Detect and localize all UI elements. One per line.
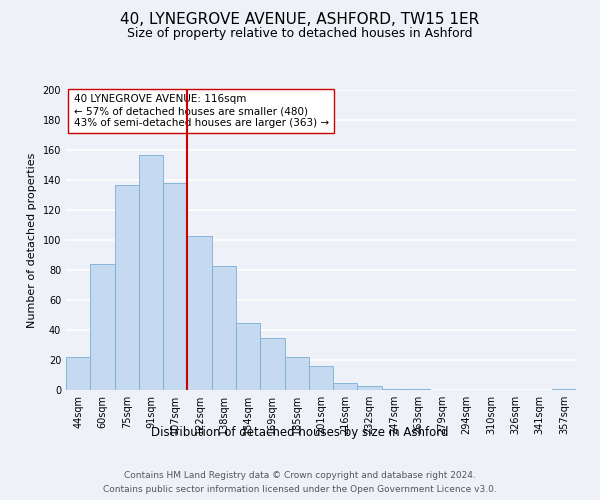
Text: Distribution of detached houses by size in Ashford: Distribution of detached houses by size … [151, 426, 449, 439]
Bar [333, 382, 358, 390]
Bar [66, 357, 90, 390]
Text: 40 LYNEGROVE AVENUE: 116sqm
← 57% of detached houses are smaller (480)
43% of se: 40 LYNEGROVE AVENUE: 116sqm ← 57% of det… [74, 94, 329, 128]
Bar [358, 386, 382, 390]
Bar [163, 183, 187, 390]
Bar [139, 154, 163, 390]
Text: Contains HM Land Registry data © Crown copyright and database right 2024.: Contains HM Land Registry data © Crown c… [124, 472, 476, 480]
Y-axis label: Number of detached properties: Number of detached properties [27, 152, 37, 328]
Bar [260, 338, 284, 390]
Text: 40, LYNEGROVE AVENUE, ASHFORD, TW15 1ER: 40, LYNEGROVE AVENUE, ASHFORD, TW15 1ER [121, 12, 479, 28]
Bar [284, 357, 309, 390]
Bar [90, 264, 115, 390]
Bar [115, 184, 139, 390]
Text: Contains public sector information licensed under the Open Government Licence v3: Contains public sector information licen… [103, 484, 497, 494]
Bar [236, 322, 260, 390]
Bar [212, 266, 236, 390]
Bar [552, 388, 576, 390]
Text: Size of property relative to detached houses in Ashford: Size of property relative to detached ho… [127, 28, 473, 40]
Bar [309, 366, 333, 390]
Bar [406, 388, 430, 390]
Bar [382, 388, 406, 390]
Bar [187, 236, 212, 390]
